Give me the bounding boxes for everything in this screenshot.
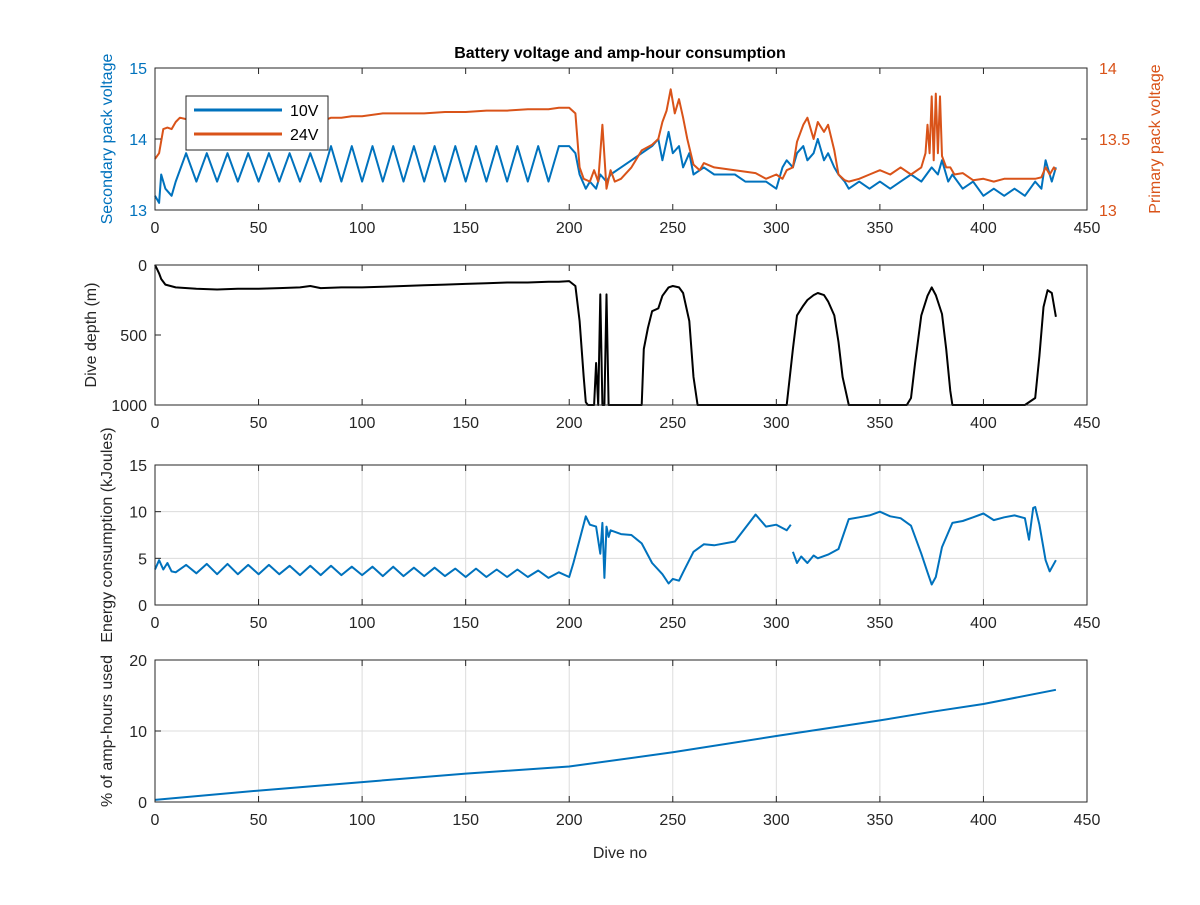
x-tick-label: 350 xyxy=(867,615,894,632)
x-tick-label: 250 xyxy=(659,415,686,432)
x-tick-label: 250 xyxy=(659,220,686,237)
x-tick-label: 200 xyxy=(556,812,583,829)
legend-box xyxy=(185,95,329,151)
x-tick-label: 400 xyxy=(970,615,997,632)
series-line-10v xyxy=(154,130,1057,204)
x-tick-label: 350 xyxy=(867,812,894,829)
x-tick-label: 450 xyxy=(1074,220,1101,237)
y-tick-label: 13 xyxy=(129,203,147,220)
y-axis-label-right: Primary pack voltage xyxy=(1147,64,1164,213)
legend-label-10v: 10V xyxy=(290,103,319,120)
x-tick-label: 450 xyxy=(1074,415,1101,432)
x-tick-label: 300 xyxy=(763,812,790,829)
x-tick-label: 300 xyxy=(763,615,790,632)
x-tick-label: 0 xyxy=(151,615,160,632)
y-tick-label-right: 13 xyxy=(1099,203,1117,220)
amp-hours-panel: 0 50 100 150 200 250 300 350 400 450 0 10 20 % of a… xyxy=(99,653,1100,862)
y-tick-label: 500 xyxy=(120,328,147,345)
x-tick-label: 150 xyxy=(452,220,479,237)
x-tick-label: 350 xyxy=(867,220,894,237)
y-tick-label: 1000 xyxy=(111,398,147,415)
legend-label-24v: 24V xyxy=(290,127,319,144)
series-line-0 xyxy=(154,513,792,585)
y-axis-label: Energy consumption (kJoules) xyxy=(99,427,116,642)
y-tick-label: 0 xyxy=(138,598,147,615)
energy-panel: 0 50 100 150 200 250 300 350 400 450 0 5 10 15 Energ… xyxy=(99,427,1100,642)
y-axis-label-left: Secondary pack voltage xyxy=(99,54,116,225)
y-tick-label: 14 xyxy=(129,132,147,149)
x-tick-label: 300 xyxy=(763,415,790,432)
x-tick-label: 200 xyxy=(556,220,583,237)
y-tick-label: 15 xyxy=(129,458,147,475)
x-tick-label: 350 xyxy=(867,415,894,432)
chart-title: Battery voltage and amp-hour consumption xyxy=(454,45,786,62)
x-tick-label: 50 xyxy=(250,415,268,432)
x-tick-label: 100 xyxy=(349,415,376,432)
series-line-0 xyxy=(154,688,1057,801)
series-line-0 xyxy=(791,506,1057,586)
plot-frame xyxy=(154,264,1088,406)
x-tick-label: 0 xyxy=(151,220,160,237)
y-tick-label-right: 13.5 xyxy=(1099,132,1130,149)
x-tick-label: 50 xyxy=(250,812,268,829)
plot-frame xyxy=(154,464,1088,606)
y-axis-label: Dive depth (m) xyxy=(83,283,100,388)
x-tick-label: 0 xyxy=(151,415,160,432)
voltage-panel: Battery voltage and amp-hour consumption… xyxy=(99,45,1164,237)
x-tick-label: 250 xyxy=(659,812,686,829)
x-tick-label: 50 xyxy=(250,615,268,632)
x-tick-label: 400 xyxy=(970,812,997,829)
x-tick-label: 450 xyxy=(1074,812,1101,829)
x-tick-label: 400 xyxy=(970,415,997,432)
y-axis-label: % of amp-hours used xyxy=(99,655,116,807)
y-tick-label: 15 xyxy=(129,61,147,78)
x-tick-label: 450 xyxy=(1074,615,1101,632)
x-axis-label: Dive no xyxy=(593,845,647,862)
x-tick-label: 300 xyxy=(763,220,790,237)
x-tick-label: 250 xyxy=(659,615,686,632)
x-tick-label: 0 xyxy=(151,812,160,829)
x-tick-label: 400 xyxy=(970,220,997,237)
depth-panel: 0 50 100 150 200 250 300 350 400 450 0 500 1000 Div… xyxy=(83,258,1100,432)
y-tick-label: 0 xyxy=(138,795,147,812)
x-tick-label: 150 xyxy=(452,615,479,632)
series-line-0 xyxy=(154,264,1057,406)
x-tick-label: 200 xyxy=(556,615,583,632)
series-line-24v xyxy=(154,88,1057,190)
x-tick-label: 100 xyxy=(349,220,376,237)
legend: 10V 24V xyxy=(185,95,329,151)
y-tick-label: 0 xyxy=(138,258,147,275)
x-tick-label: 200 xyxy=(556,415,583,432)
x-tick-label: 100 xyxy=(349,812,376,829)
y-tick-label: 20 xyxy=(129,653,147,670)
x-tick-label: 50 xyxy=(250,220,268,237)
y-tick-label: 5 xyxy=(138,551,147,568)
x-tick-label: 100 xyxy=(349,615,376,632)
y-tick-label-right: 14 xyxy=(1099,61,1117,78)
x-tick-label: 150 xyxy=(452,415,479,432)
x-tick-label: 150 xyxy=(452,812,479,829)
y-tick-label: 10 xyxy=(129,505,147,522)
y-tick-label: 10 xyxy=(129,724,147,741)
